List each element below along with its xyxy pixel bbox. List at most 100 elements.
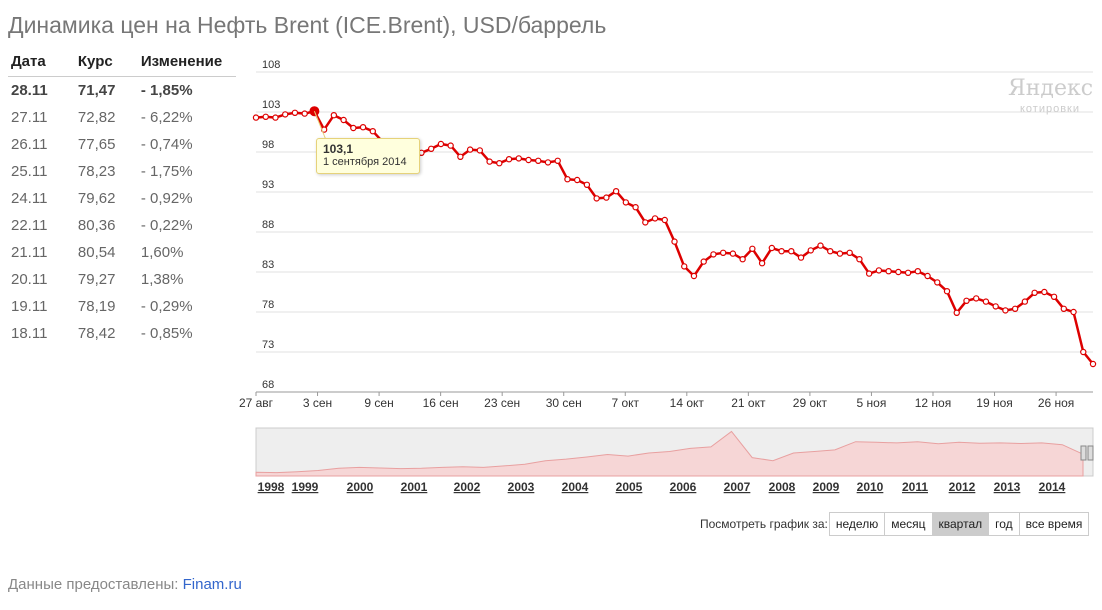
period-button[interactable]: все время bbox=[1018, 512, 1090, 536]
data-point[interactable] bbox=[1011, 305, 1019, 312]
data-point[interactable] bbox=[875, 267, 883, 274]
year-label[interactable]: 2014 bbox=[1039, 480, 1066, 494]
data-point[interactable] bbox=[651, 215, 659, 222]
period-button[interactable]: неделю bbox=[828, 512, 886, 536]
data-point[interactable] bbox=[768, 244, 776, 252]
year-label[interactable]: 2010 bbox=[857, 480, 884, 494]
data-point[interactable] bbox=[252, 114, 260, 121]
data-point[interactable] bbox=[437, 140, 445, 148]
data-point[interactable] bbox=[778, 247, 785, 255]
navigator-handle-left[interactable] bbox=[1080, 445, 1087, 461]
data-point[interactable] bbox=[330, 111, 338, 119]
data-point[interactable] bbox=[973, 295, 980, 302]
data-point[interactable] bbox=[797, 254, 805, 261]
data-point[interactable] bbox=[982, 298, 990, 305]
data-point[interactable] bbox=[466, 146, 474, 153]
data-point[interactable] bbox=[807, 247, 814, 254]
data-point[interactable] bbox=[914, 268, 922, 275]
year-label[interactable]: 2011 bbox=[902, 480, 928, 494]
data-point[interactable] bbox=[505, 155, 513, 163]
data-point[interactable] bbox=[301, 110, 308, 117]
data-point[interactable] bbox=[817, 242, 824, 249]
data-point[interactable] bbox=[612, 187, 620, 195]
data-point[interactable] bbox=[700, 258, 707, 265]
data-point[interactable] bbox=[943, 288, 951, 295]
data-point[interactable] bbox=[836, 250, 844, 257]
navigator-handle-right[interactable] bbox=[1087, 445, 1094, 461]
data-point[interactable] bbox=[953, 309, 960, 316]
data-point[interactable] bbox=[515, 155, 522, 162]
year-label[interactable]: 2005 bbox=[616, 480, 643, 494]
year-label[interactable]: 2013 bbox=[994, 480, 1021, 494]
period-button[interactable]: месяц bbox=[884, 512, 933, 536]
year-label[interactable]: 2001 bbox=[401, 480, 428, 494]
data-point[interactable] bbox=[1021, 298, 1029, 305]
year-label[interactable]: 2007 bbox=[724, 480, 751, 494]
data-point[interactable] bbox=[1080, 348, 1087, 356]
data-point[interactable] bbox=[827, 247, 834, 255]
data-point[interactable] bbox=[427, 145, 435, 152]
data-point[interactable] bbox=[554, 157, 561, 164]
data-point[interactable] bbox=[885, 268, 892, 275]
data-point[interactable] bbox=[846, 249, 853, 256]
data-point[interactable] bbox=[729, 250, 737, 257]
data-point[interactable] bbox=[369, 127, 376, 135]
data-point[interactable] bbox=[719, 249, 727, 256]
period-button[interactable]: квартал bbox=[931, 512, 990, 536]
data-point[interactable] bbox=[476, 147, 484, 154]
year-label[interactable]: 2004 bbox=[562, 480, 589, 494]
data-point[interactable] bbox=[359, 123, 367, 131]
year-label[interactable]: 1999 bbox=[292, 480, 319, 494]
data-point[interactable] bbox=[856, 256, 863, 263]
year-label[interactable]: 2000 bbox=[347, 480, 374, 494]
data-point[interactable] bbox=[564, 175, 571, 183]
data-point[interactable] bbox=[710, 251, 717, 258]
finam-link[interactable]: Finam.ru bbox=[182, 576, 242, 593]
data-point[interactable] bbox=[281, 111, 289, 118]
data-point[interactable] bbox=[758, 260, 766, 267]
data-point[interactable] bbox=[632, 203, 639, 211]
data-point[interactable] bbox=[1002, 307, 1009, 314]
data-point[interactable] bbox=[788, 247, 795, 255]
data-point[interactable] bbox=[1060, 305, 1068, 312]
data-point[interactable] bbox=[340, 116, 347, 124]
data-point[interactable] bbox=[865, 270, 873, 277]
data-point[interactable] bbox=[963, 297, 970, 304]
year-label[interactable]: 2009 bbox=[813, 480, 840, 494]
data-point[interactable] bbox=[1089, 360, 1097, 368]
year-label[interactable]: 2003 bbox=[508, 480, 535, 494]
data-point[interactable] bbox=[1050, 293, 1058, 300]
year-label[interactable]: 2012 bbox=[949, 480, 976, 494]
data-point[interactable] bbox=[573, 176, 581, 184]
data-point[interactable] bbox=[895, 268, 902, 276]
period-button[interactable]: год bbox=[988, 512, 1020, 536]
data-point[interactable] bbox=[447, 142, 454, 149]
price-chart[interactable]: 108 103 98 93 88 83 78 73 68 27 авг 3 сен 9 сен 16 с… bbox=[0, 0, 1102, 510]
data-point[interactable] bbox=[457, 153, 464, 160]
year-label[interactable]: 2008 bbox=[769, 480, 796, 494]
data-point[interactable] bbox=[525, 156, 532, 164]
data-point[interactable] bbox=[749, 245, 756, 252]
data-point[interactable] bbox=[535, 157, 542, 164]
data-point[interactable] bbox=[583, 181, 591, 188]
data-point[interactable] bbox=[486, 158, 493, 165]
data-point[interactable] bbox=[992, 303, 999, 310]
data-point[interactable] bbox=[904, 269, 912, 276]
data-point[interactable] bbox=[671, 238, 678, 245]
data-point[interactable] bbox=[291, 109, 299, 117]
data-point[interactable] bbox=[544, 159, 552, 166]
data-point[interactable] bbox=[739, 256, 746, 263]
data-point[interactable] bbox=[661, 216, 668, 224]
data-point[interactable] bbox=[690, 272, 698, 280]
data-point[interactable] bbox=[350, 124, 357, 132]
data-point[interactable] bbox=[1031, 289, 1038, 296]
data-point[interactable] bbox=[622, 199, 630, 206]
data-point[interactable] bbox=[642, 219, 649, 226]
data-point[interactable] bbox=[496, 159, 503, 167]
year-label[interactable]: 2006 bbox=[670, 480, 697, 494]
data-point[interactable] bbox=[272, 114, 279, 121]
data-point[interactable] bbox=[1070, 308, 1077, 316]
year-label[interactable]: 1998 bbox=[258, 480, 285, 494]
data-point[interactable] bbox=[681, 263, 688, 270]
data-point[interactable] bbox=[934, 279, 941, 286]
